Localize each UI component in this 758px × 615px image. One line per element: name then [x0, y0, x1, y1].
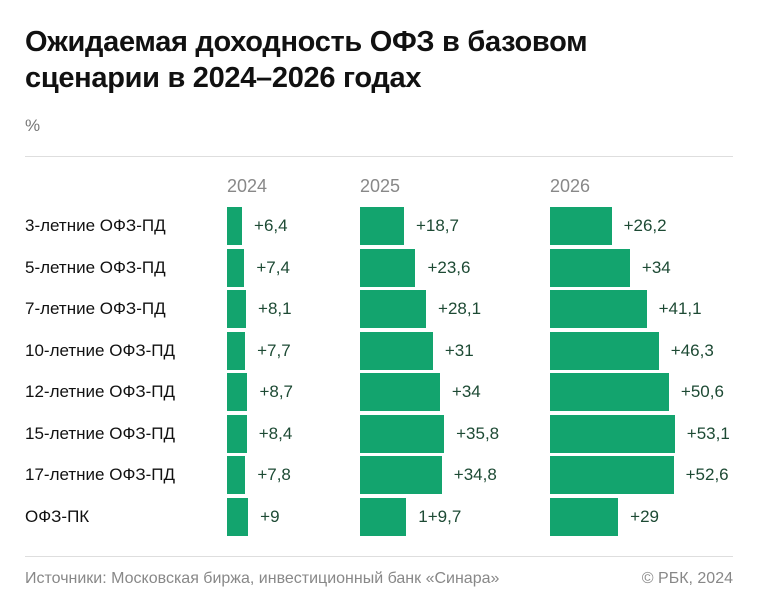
copyright: © РБК, 2024	[641, 570, 733, 587]
bar-2026-4	[550, 373, 669, 411]
bar-2026-2	[550, 290, 647, 328]
category-label: 10-летние ОФЗ-ПД	[25, 340, 176, 360]
chart-title: Ожидаемая доходность ОФЗ в базовом сцена…	[25, 26, 588, 94]
value-label-2026-5: +53,1	[686, 423, 730, 443]
bar-2025-5	[360, 414, 445, 453]
bar-2024-2	[227, 290, 247, 328]
source-note: Источники: Московская биржа, инвестицион…	[25, 570, 500, 587]
category-label: 12-летние ОФЗ-ПД	[25, 382, 176, 401]
category-label: 5-летние ОФЗ-ПД	[25, 257, 166, 277]
value-label-2024-7: +9	[260, 506, 280, 526]
bar-2026-7	[550, 497, 619, 536]
value-label-2025-1: +23,6	[427, 257, 471, 277]
bar-2026-0	[550, 207, 612, 245]
value-label-2024-1: +7,4	[256, 257, 290, 277]
bar-2024-5	[227, 414, 247, 453]
value-label-2025-7: 1+9,7	[418, 506, 462, 526]
bar-2024-6	[227, 456, 246, 494]
bar-2024-4	[227, 373, 248, 411]
bar-2026-5	[550, 414, 675, 453]
value-label-2026-3: +46,3	[670, 340, 714, 360]
value-label-2026-0: +26,2	[623, 216, 667, 235]
value-label-2026-2: +41,1	[658, 299, 702, 318]
bottom-divider	[25, 556, 733, 557]
value-label-2026-1: +34	[641, 257, 671, 277]
bar-2024-0	[227, 207, 243, 245]
bar-2025-2	[360, 290, 427, 328]
year-label-2026: 2026	[550, 176, 591, 196]
value-label-2026-4: +50,6	[680, 382, 724, 401]
value-label-2024-6: +7,8	[257, 465, 291, 484]
category-label: 17-летние ОФЗ-ПД	[25, 465, 176, 484]
bar-2025-7	[360, 497, 407, 536]
bar-2025-6	[360, 456, 442, 494]
bar-2024-3	[227, 331, 246, 370]
bar-2024-7	[227, 497, 249, 536]
value-label-2024-4: +8,7	[259, 382, 293, 401]
value-label-2025-0: +18,7	[415, 216, 459, 235]
value-label-2024-2: +8,1	[258, 299, 292, 318]
category-label: ОФЗ-ПК	[25, 506, 90, 526]
year-label-2025: 2025	[360, 176, 401, 196]
category-label: 3-летние ОФЗ-ПД	[25, 216, 166, 235]
value-label-2025-2: +28,1	[438, 299, 482, 318]
category-label: 15-летние ОФЗ-ПД	[25, 423, 176, 443]
bar-2024-1	[227, 248, 245, 287]
value-label-2024-3: +7,7	[257, 340, 291, 360]
value-label-2025-6: +34,8	[453, 465, 497, 484]
bar-2025-3	[360, 331, 433, 370]
value-label-2025-5: +35,8	[456, 423, 500, 443]
bar-2026-6	[550, 456, 674, 494]
value-label-2024-5: +8,4	[258, 423, 293, 443]
bar-2025-4	[360, 373, 440, 411]
value-label-2026-6: +52,6	[685, 465, 729, 484]
value-label-2025-3: +31	[444, 340, 474, 360]
value-label-2025-4: +34	[451, 382, 481, 401]
bar-2025-0	[360, 207, 404, 245]
unit-label: %	[25, 116, 41, 135]
value-label-2024-0: +6,4	[254, 216, 288, 235]
top-divider	[25, 156, 733, 157]
bar-2026-1	[550, 248, 630, 287]
category-label: 7-летние ОФЗ-ПД	[25, 299, 166, 318]
value-label-2026-7: +29	[630, 506, 659, 526]
bar-2026-3	[550, 331, 659, 370]
bar-2025-1	[360, 248, 416, 287]
year-label-2024: 2024	[227, 176, 268, 196]
